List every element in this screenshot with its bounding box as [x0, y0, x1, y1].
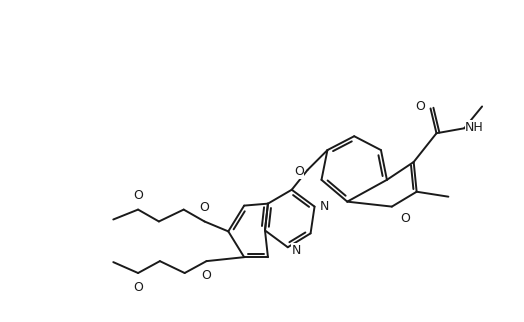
Text: O: O	[202, 269, 211, 282]
Text: O: O	[133, 189, 143, 202]
Text: N: N	[320, 200, 329, 213]
Text: NH: NH	[465, 121, 484, 134]
Text: O: O	[416, 100, 425, 113]
Text: N: N	[292, 244, 301, 257]
Text: O: O	[200, 201, 210, 213]
Text: O: O	[133, 281, 143, 294]
Text: O: O	[400, 212, 410, 224]
Text: O: O	[294, 166, 303, 178]
